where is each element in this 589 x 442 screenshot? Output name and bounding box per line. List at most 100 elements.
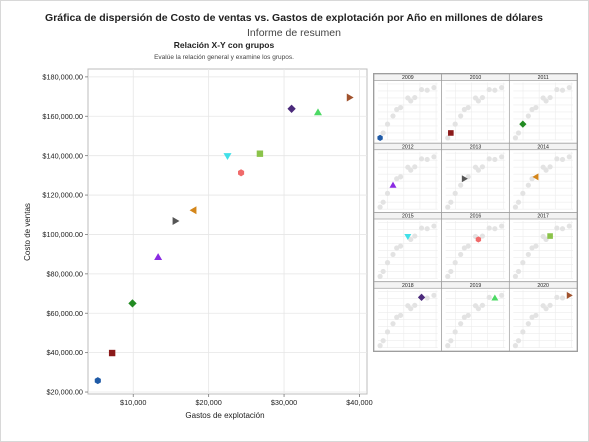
background-point	[377, 204, 383, 210]
highlight-point-2019	[491, 294, 499, 301]
background-point	[543, 167, 549, 173]
background-point	[515, 268, 522, 275]
panel-header	[508, 212, 578, 220]
background-point	[452, 190, 458, 196]
background-point	[448, 268, 454, 275]
background-point	[529, 314, 535, 320]
panel-header	[508, 281, 578, 289]
background-point	[475, 167, 482, 173]
highlight-point-2018	[417, 293, 426, 301]
background-point	[394, 314, 400, 320]
background-point	[452, 329, 458, 335]
data-point-2017	[256, 150, 264, 157]
background-point	[461, 314, 467, 320]
background-point	[461, 106, 467, 113]
panel-2015: 2015	[373, 212, 443, 283]
background-point	[499, 223, 505, 229]
background-point	[566, 154, 572, 160]
panel-year-label: 2009	[402, 75, 414, 81]
main-scatter-plot: $20,000.00 $40,000.00 $60,000.00 $80,000.00…	[23, 68, 373, 420]
section-title: Relación X-Y con grupos	[174, 40, 275, 50]
background-point	[525, 113, 531, 119]
background-point	[412, 164, 418, 170]
y-tick-label: $140,000.00	[42, 151, 83, 160]
background-point	[547, 302, 553, 308]
background-point	[559, 156, 566, 163]
background-point	[458, 182, 464, 188]
data-point-2019	[313, 108, 322, 116]
x-tick-label: $30,000	[271, 398, 297, 407]
background-point	[448, 338, 454, 344]
background-point	[394, 106, 400, 113]
background-point	[492, 226, 498, 232]
background-point	[486, 86, 492, 93]
background-point	[412, 94, 418, 101]
background-point	[394, 176, 400, 182]
background-point	[543, 98, 549, 104]
background-point	[559, 295, 566, 301]
background-point	[465, 312, 471, 318]
background-point	[486, 156, 492, 162]
background-point	[458, 251, 464, 258]
background-point	[380, 130, 386, 136]
background-point	[559, 226, 566, 232]
highlight-point-2011	[519, 120, 527, 128]
panel-2018: 2018	[373, 281, 443, 352]
background-point	[408, 167, 414, 173]
background-point	[512, 273, 519, 279]
highlight-point-2020	[566, 291, 573, 299]
panel-2014: 2014	[508, 142, 578, 213]
background-point	[525, 321, 531, 327]
background-point	[475, 98, 482, 104]
background-point	[499, 84, 505, 91]
data-point-2010	[108, 349, 116, 357]
data-point-2015	[223, 153, 232, 161]
background-point	[492, 87, 498, 93]
background-point	[424, 295, 430, 301]
background-point	[515, 199, 522, 205]
panel-2011: 2011	[508, 73, 578, 144]
background-point	[533, 243, 539, 249]
background-point	[408, 236, 414, 243]
background-point	[390, 251, 396, 258]
background-point	[475, 306, 482, 312]
background-point	[543, 306, 549, 312]
background-point	[486, 294, 492, 300]
panel-2012: 2012	[373, 142, 443, 213]
background-point	[452, 121, 458, 127]
highlight-point-2014	[532, 173, 539, 181]
background-point	[547, 164, 553, 170]
background-point	[397, 174, 404, 180]
background-point	[525, 182, 531, 188]
background-point	[566, 223, 572, 229]
panel-year-label: 2014	[537, 144, 549, 150]
background-point	[384, 260, 391, 266]
background-point	[418, 156, 425, 162]
background-point	[554, 294, 560, 300]
section-note: Evalúe la relación general y examine los…	[154, 54, 294, 61]
data-point-2016	[238, 169, 245, 177]
y-tick-label: $20,000.00	[46, 388, 83, 397]
background-point	[397, 104, 404, 111]
background-point	[512, 204, 519, 210]
background-point	[533, 104, 539, 111]
x-axis-label: Gastos de explotación	[185, 411, 264, 420]
background-point	[418, 86, 425, 93]
highlight-point-2009	[377, 134, 383, 141]
report-title: Gráfica de dispersión de Costo de ventas…	[45, 12, 543, 24]
background-point	[479, 233, 486, 239]
background-point	[512, 343, 519, 349]
data-point-2012	[154, 253, 163, 260]
background-point	[380, 338, 386, 344]
background-point	[520, 190, 526, 196]
y-tick-label: $120,000.00	[42, 191, 83, 200]
background-point	[445, 273, 451, 279]
background-point	[479, 164, 486, 170]
background-point	[448, 199, 454, 205]
panel-2009: 2009	[373, 73, 443, 144]
background-point	[465, 243, 471, 249]
background-point	[377, 343, 383, 349]
panel-year-label: 2015	[402, 214, 414, 220]
background-point	[390, 321, 396, 327]
